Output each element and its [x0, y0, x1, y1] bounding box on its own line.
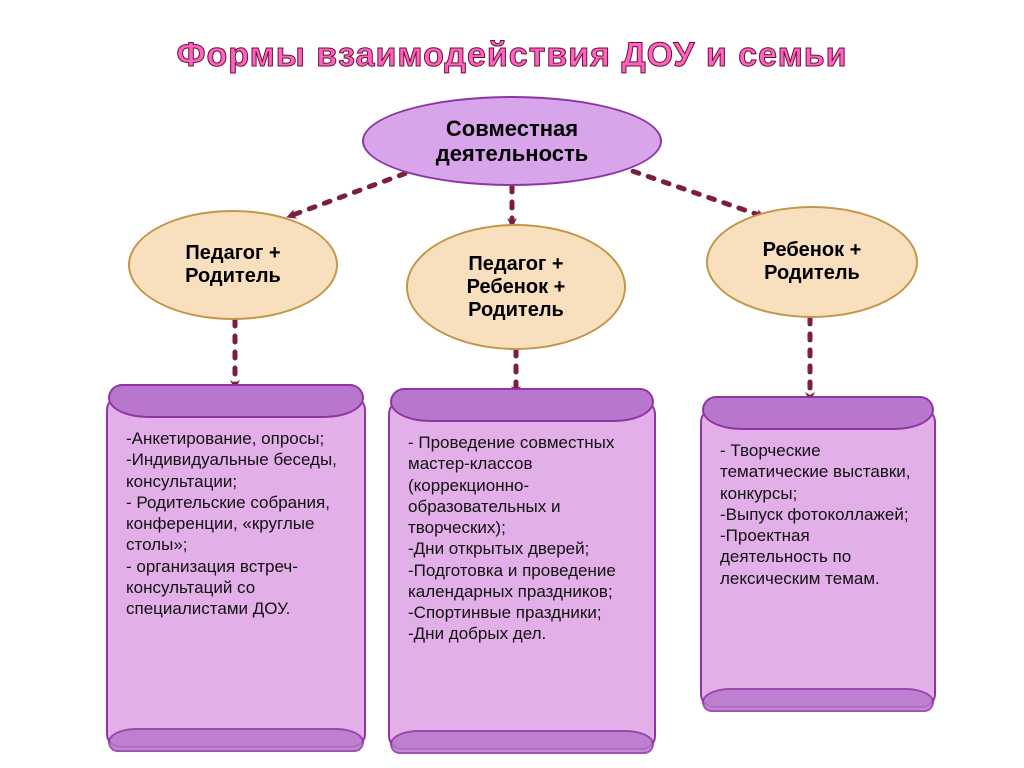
child-node-pedagog-rebenok-roditel: Педагог + Ребенок + Родитель: [406, 224, 626, 350]
child-node-pedagog-roditel: Педагог + Родитель: [128, 210, 338, 320]
root-node-label: Совместная деятельность: [436, 116, 589, 167]
scroll-text: -Анкетирование, опросы; -Индивидуальные …: [126, 428, 346, 619]
scroll-pedagog-roditel: -Анкетирование, опросы; -Индивидуальные …: [106, 396, 366, 748]
child-node-label: Педагог + Ребенок + Родитель: [467, 253, 566, 322]
child-node-rebenok-roditel: Ребенок + Родитель: [706, 206, 918, 318]
scroll-text: - Проведение совместных мастер-классов (…: [408, 432, 636, 645]
diagram-stage: Формы взаимодействия ДОУ и семьи Совмест…: [0, 0, 1024, 768]
slide-title: Формы взаимодействия ДОУ и семьи: [0, 36, 1024, 75]
scroll-pedagog-rebenok-roditel: - Проведение совместных мастер-классов (…: [388, 400, 656, 750]
scroll-text: - Творческие тематические выставки, конк…: [720, 440, 916, 589]
child-node-label: Ребенок + Родитель: [763, 239, 862, 285]
scroll-rebenok-roditel: - Творческие тематические выставки, конк…: [700, 408, 936, 708]
root-node: Совместная деятельность: [362, 96, 662, 186]
child-node-label: Педагог + Родитель: [185, 242, 281, 288]
